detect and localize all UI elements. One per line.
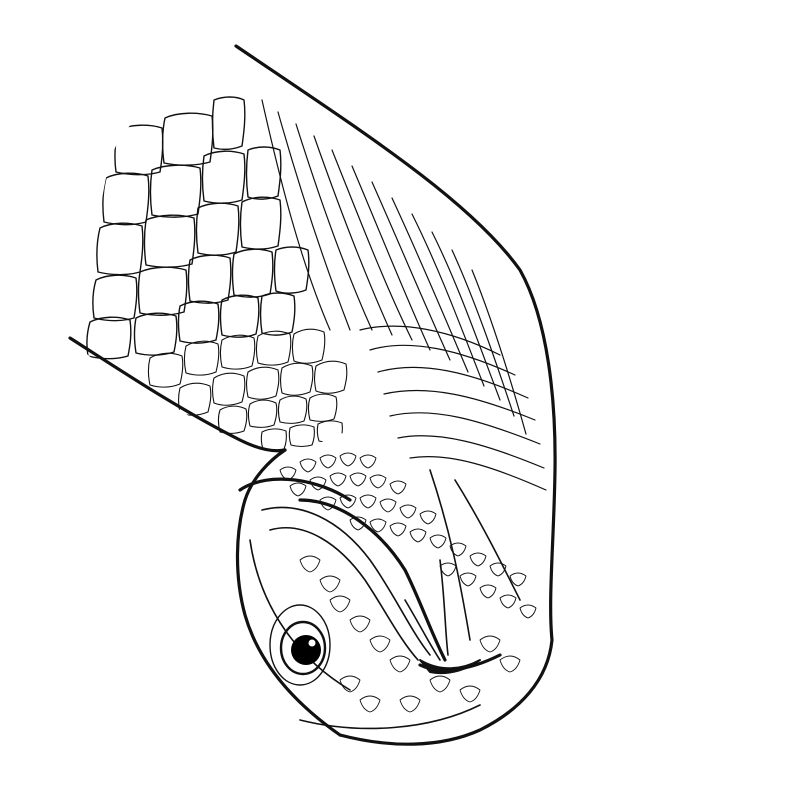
eye-highlight [308, 639, 316, 647]
eye-outer [279, 620, 327, 676]
eye-pupil [291, 635, 321, 665]
small-scales-middle [147, 328, 348, 452]
large-scales-left [86, 96, 310, 360]
body-scales [68, 44, 557, 746]
head-contours [249, 469, 521, 730]
snake-eye [269, 604, 331, 686]
eye-scale-ring [269, 604, 331, 686]
ventral-scale-lines [261, 99, 547, 491]
head-scales [279, 452, 537, 713]
mouth-line [419, 659, 481, 674]
